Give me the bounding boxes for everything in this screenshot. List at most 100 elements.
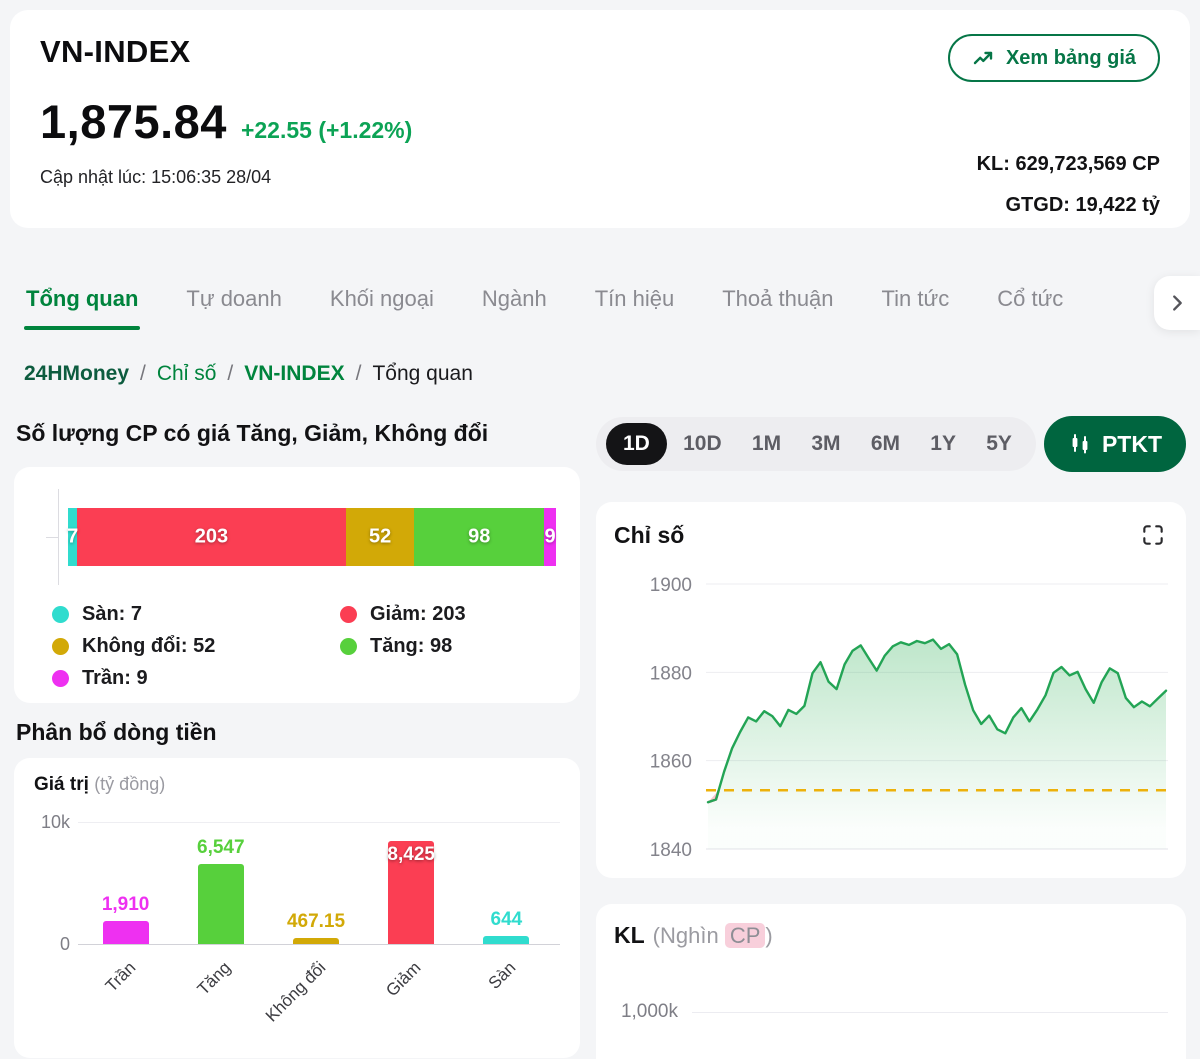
legend-label: Sàn: 7: [82, 603, 143, 625]
legend-color-dot: [52, 606, 69, 623]
breadcrumb-separator: /: [355, 362, 362, 385]
legend-color-dot: [340, 606, 357, 623]
money-flow-bar-value: 644: [490, 909, 523, 931]
svg-text:1880: 1880: [650, 663, 692, 684]
tab-tu-doanh[interactable]: Tự doanh: [186, 286, 282, 311]
breadth-segment-value: 52: [368, 525, 392, 548]
money-flow-section-title: Phân bổ dòng tiền: [16, 719, 217, 745]
range-pill-3M[interactable]: 3M: [811, 432, 841, 455]
money-flow-bar-value: 467.15: [286, 911, 346, 933]
money-flow-ytick-zero: 0: [59, 934, 70, 954]
legend-item: Giảm: 203: [340, 603, 560, 626]
updated-timestamp: Cập nhật lúc: 15:06:35 28/04: [40, 167, 272, 187]
money-flow-bar-Trần: [102, 920, 149, 944]
money-flow-value-label: Giá trị: [34, 774, 89, 795]
breadth-segment-Trần: 9: [544, 508, 556, 566]
breadcrumb-vn-index[interactable]: VN-INDEX: [244, 362, 345, 385]
tab-nganh[interactable]: Ngành: [481, 286, 547, 311]
breadth-legend: Sàn: 7 Giảm: 203 Không đổi: 52 Tăng: 98 Trần…: [34, 603, 560, 690]
volume-unit-cp-highlight: CP: [724, 923, 766, 948]
breadcrumb-home[interactable]: 24HMoney: [24, 362, 130, 385]
svg-text:1860: 1860: [650, 752, 692, 773]
breadth-segment-Không đổi: 52: [345, 508, 415, 566]
index-change: +22.55 (+1.22%): [240, 117, 413, 143]
ptkt-label: PTKT: [1101, 430, 1162, 457]
index-price: 1,875.84: [40, 95, 227, 148]
money-flow-ytick-top: 10k: [40, 812, 70, 832]
legend-item: Sàn: 7: [52, 603, 340, 626]
total-volume: KL: 629,723,569 CP: [976, 153, 1160, 175]
breadth-segment-value: 7: [67, 525, 79, 548]
money-flow-bar-value: 1,910: [101, 893, 150, 915]
money-flow-bar-Tăng: [197, 864, 244, 944]
breadth-section-title: Số lượng CP có giá Tăng, Giảm, Không đổi: [16, 420, 489, 446]
volume-unit: (Nghìn CP): [652, 923, 773, 948]
money-flow-chart-title: Giá trị (tỷ đồng): [34, 774, 560, 796]
candlestick-chart-icon: [1068, 432, 1092, 456]
svg-text:1840: 1840: [650, 840, 692, 860]
money-flow-bar-Giảm: [388, 841, 435, 944]
money-flow-bar-value: 6,547: [197, 837, 245, 859]
money-flow-xtick: Giảm: [382, 958, 425, 1001]
money-flow-bar-Không đổi: [293, 938, 339, 944]
breadth-segment-Tăng: 98: [414, 508, 545, 566]
legend-item: Tăng: 98: [340, 635, 560, 658]
breadcrumb-current: Tổng quan: [372, 362, 473, 385]
money-flow-xtick: Trần: [101, 958, 140, 996]
ptkt-button[interactable]: PTKT: [1043, 416, 1186, 472]
legend-label: Trần: 9: [82, 667, 148, 689]
volume-chart-title: KL (Nghìn CP): [614, 922, 1168, 949]
tab-tong-quan[interactable]: Tổng quan: [24, 272, 141, 330]
right-column: 1D 10D 1M 3M 6M 1Y 5Y PTKT Chỉ số: [596, 404, 1186, 1059]
index-name: VN-INDEX: [40, 34, 191, 69]
left-column: Số lượng CP có giá Tăng, Giảm, Không đổi…: [14, 404, 580, 1058]
money-flow-xtick: Sàn: [485, 958, 520, 993]
header-stats: KL: 629,723,569 CP GTGD: 19,422 tỷ: [977, 144, 1160, 226]
volume-chart-gridline-row: 1,000k: [614, 1001, 1168, 1023]
breadth-segment-value: 9: [544, 525, 556, 548]
breadth-stacked-bar: 7 203 52 98 9: [67, 508, 556, 566]
tab-tin-tuc[interactable]: Tin tức: [881, 286, 950, 311]
volume-gridline: [692, 1011, 1168, 1013]
range-pill-1M[interactable]: 1M: [751, 432, 782, 455]
legend-item: Trần: 9: [52, 667, 340, 690]
breadcrumb: 24HMoney / Chỉ số / VN-INDEX / Tổng quan: [24, 362, 473, 386]
expand-chart-button[interactable]: [1138, 520, 1168, 550]
legend-label: Tăng: 98: [370, 635, 453, 657]
money-flow-card: Giá trị (tỷ đồng) 10k 0 1,910 Trần 6,547 Tă…: [14, 758, 580, 1058]
breadcrumb-separator: /: [227, 362, 234, 385]
range-pill-10D[interactable]: 10D: [683, 432, 722, 455]
legend-color-dot: [52, 670, 69, 687]
money-flow-unit-label: (tỷ đồng): [94, 774, 166, 794]
tab-tin-hieu[interactable]: Tín hiệu: [594, 286, 675, 311]
time-range-row: 1D 10D 1M 3M 6M 1Y 5Y PTKT: [596, 416, 1186, 472]
tab-co-tuc[interactable]: Cổ tức: [997, 286, 1064, 311]
index-line-chart: 1900 1880 1860 1840: [650, 575, 1168, 860]
legend-label: Không đổi: 52: [82, 635, 216, 657]
legend-color-dot: [52, 638, 69, 655]
volume-label: KL: [614, 922, 645, 948]
tabs-scroll-right-button[interactable]: [1154, 276, 1200, 330]
tab-khoi-ngoai[interactable]: Khối ngoại: [329, 286, 434, 311]
money-flow-baseline: [78, 944, 560, 945]
money-flow-xtick: Không đổi: [261, 958, 330, 1026]
tab-thoa-thuan[interactable]: Thoả thuận: [722, 286, 834, 311]
fullscreen-icon: [1140, 522, 1166, 548]
range-pill-1Y[interactable]: 1Y: [930, 432, 956, 455]
svg-text:1900: 1900: [650, 575, 692, 596]
volume-chart-card: KL (Nghìn CP) 1,000k: [596, 904, 1186, 1059]
range-pill-1D[interactable]: 1D: [606, 423, 667, 465]
legend-label: Giảm: 203: [370, 603, 466, 625]
breadcrumb-chi-so[interactable]: Chỉ số: [156, 362, 217, 385]
index-summary-card: VN-INDEX Xem bảng giá 1,875.84 +22.55 (+…: [10, 10, 1190, 228]
breadcrumb-separator: /: [140, 362, 146, 385]
breadth-segment-Sàn: 7: [67, 508, 79, 566]
money-flow-gridline-top: [78, 822, 560, 823]
view-price-board-button[interactable]: Xem bảng giá: [947, 34, 1160, 82]
range-pill-6M[interactable]: 6M: [870, 432, 901, 455]
money-flow-bar-chart: 10k 0 1,910 Trần 6,547 Tăng 467.15 Không đổi 8…: [34, 806, 560, 1038]
legend-item: Không đổi: 52: [52, 635, 340, 658]
breadth-axis-line: [58, 489, 59, 585]
range-pill-5Y[interactable]: 5Y: [986, 432, 1012, 455]
